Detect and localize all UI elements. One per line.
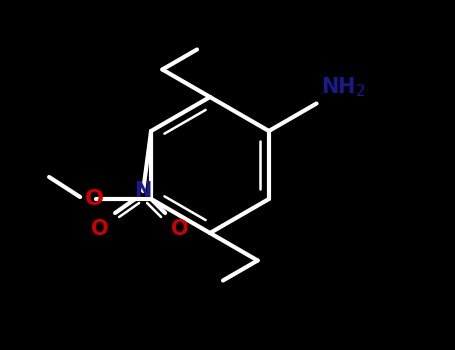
Text: O: O <box>171 219 189 239</box>
Text: O: O <box>85 189 104 209</box>
Text: NH$_2$: NH$_2$ <box>320 76 365 99</box>
Text: O: O <box>91 219 109 239</box>
Text: N: N <box>134 181 152 201</box>
